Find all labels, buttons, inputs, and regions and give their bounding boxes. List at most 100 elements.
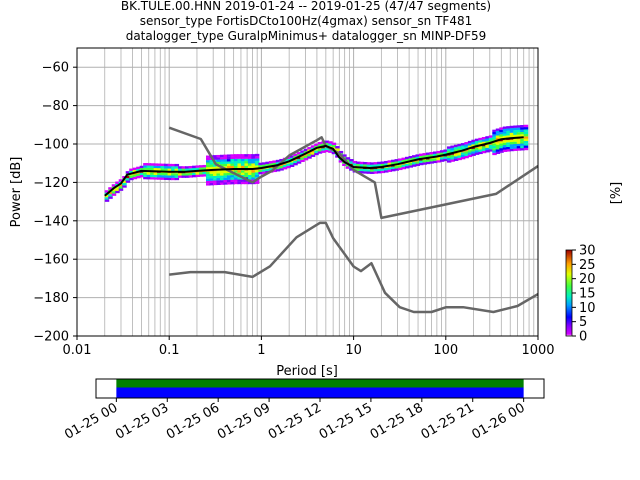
psd-density-cell [509,128,515,131]
psd-density-cell [122,180,127,184]
psd-density-cell [254,153,260,157]
psd-density-cell [115,190,120,194]
psd-density-cell [160,165,166,169]
psd-density-cell [132,176,138,180]
psd-density-cell [520,125,525,128]
psd-density-cell [453,149,459,152]
psd-density-cell [188,165,194,169]
psd-density-cell [240,170,246,173]
psd-density-cell [422,162,427,165]
psd-density-cell [261,162,267,165]
psd-density-cell [488,135,494,138]
coverage-tick-label: 01-25 03 [113,400,171,442]
psd-density-cell [219,163,225,167]
coverage-tick-label: 01-25 15 [317,400,375,442]
psd-density-cell [233,174,239,178]
psd-density-cell [467,143,473,146]
psd-density-cell [244,154,249,157]
psd-density-cell [233,165,239,169]
psd-density-cell [104,197,110,200]
psd-density-cell [303,148,309,152]
psd-density-cell [223,154,228,158]
psd-density-cell [230,156,235,159]
psd-density-cell [523,127,529,130]
psd-density-cell [495,130,501,134]
psd-density-cell [226,163,232,167]
psd-density-cell [492,148,497,151]
psd-density-cell [321,150,326,153]
x-tick-label: 0.1 [159,343,180,358]
psd-density-cell [122,185,127,188]
psd-density-cell [206,176,211,179]
psd-density-cell [240,181,246,185]
psd-density-cell [411,155,417,158]
psd-density-cell [485,145,490,148]
psd-density-cell [244,172,249,175]
psd-density-cell [230,163,235,166]
psd-density-cell [181,166,187,169]
psd-density-cell [471,144,476,147]
psd-density-cell [335,148,340,151]
psd-density-cell [453,158,459,161]
psd-density-cell [153,174,159,178]
psd-density-cell [506,130,511,134]
psd-density-cell [233,177,239,180]
psd-density-cell [446,148,452,152]
psd-density-cell [111,188,117,192]
psd-density-cell [282,160,288,163]
psd-density-cell [513,146,518,149]
psd-density-cell [443,149,448,152]
psd-density-cell [206,162,211,165]
psd-density-cell [471,148,476,152]
psd-density-cell [251,174,256,178]
psd-density-cell [366,171,372,174]
psd-density-cell [279,165,284,169]
psd-density-cell [432,160,438,164]
psd-density-cell [464,155,469,159]
psd-density-cell [206,157,211,161]
psd-density-cell [425,154,431,158]
psd-density-cell [495,144,501,148]
psd-density-cell [523,124,529,128]
psd-density-cell [307,156,312,159]
psd-density-cell [118,188,124,191]
psd-density-cell [415,161,420,164]
psd-density-cell [398,165,403,168]
psd-density-cell [223,170,228,174]
psd-density-cell [356,168,361,171]
colorbar-tick-label: 25 [579,258,596,273]
psd-density-cell [523,129,529,132]
psd-density-cell [275,166,281,170]
psd-density-cell [495,133,501,136]
psd-density-cell [254,172,260,175]
psd-density-cell [495,135,501,138]
psd-density-cell [432,158,438,161]
psd-density-cell [516,127,522,130]
psd-density-cell [185,166,190,169]
psd-density-cell [457,148,462,151]
psd-density-cell [247,181,253,185]
psd-density-cell [115,181,120,184]
psd-density-cell [509,130,515,133]
psd-density-cell [457,157,462,161]
colorbar-tick-label: 10 [579,301,596,316]
psd-density-cell [174,163,180,167]
psd-density-cell [502,144,508,148]
y-tick-label: −180 [33,291,69,306]
psd-density-cell [206,171,211,175]
psd-density-cell [174,177,180,181]
psd-density-cell [233,161,239,164]
psd-density-cell [506,133,511,136]
psd-density-cell [429,161,434,164]
psd-density-cell [212,166,218,170]
psd-density-cell [331,142,337,146]
psd-density-cell [481,150,487,154]
psd-density-cell [520,127,525,130]
psd-density-cell [286,156,291,160]
psd-density-cell [146,163,152,166]
psd-density-cell [513,127,518,131]
psd-density-cell [363,164,368,167]
psd-density-cell [212,164,218,167]
psd-density-cell [233,181,239,185]
